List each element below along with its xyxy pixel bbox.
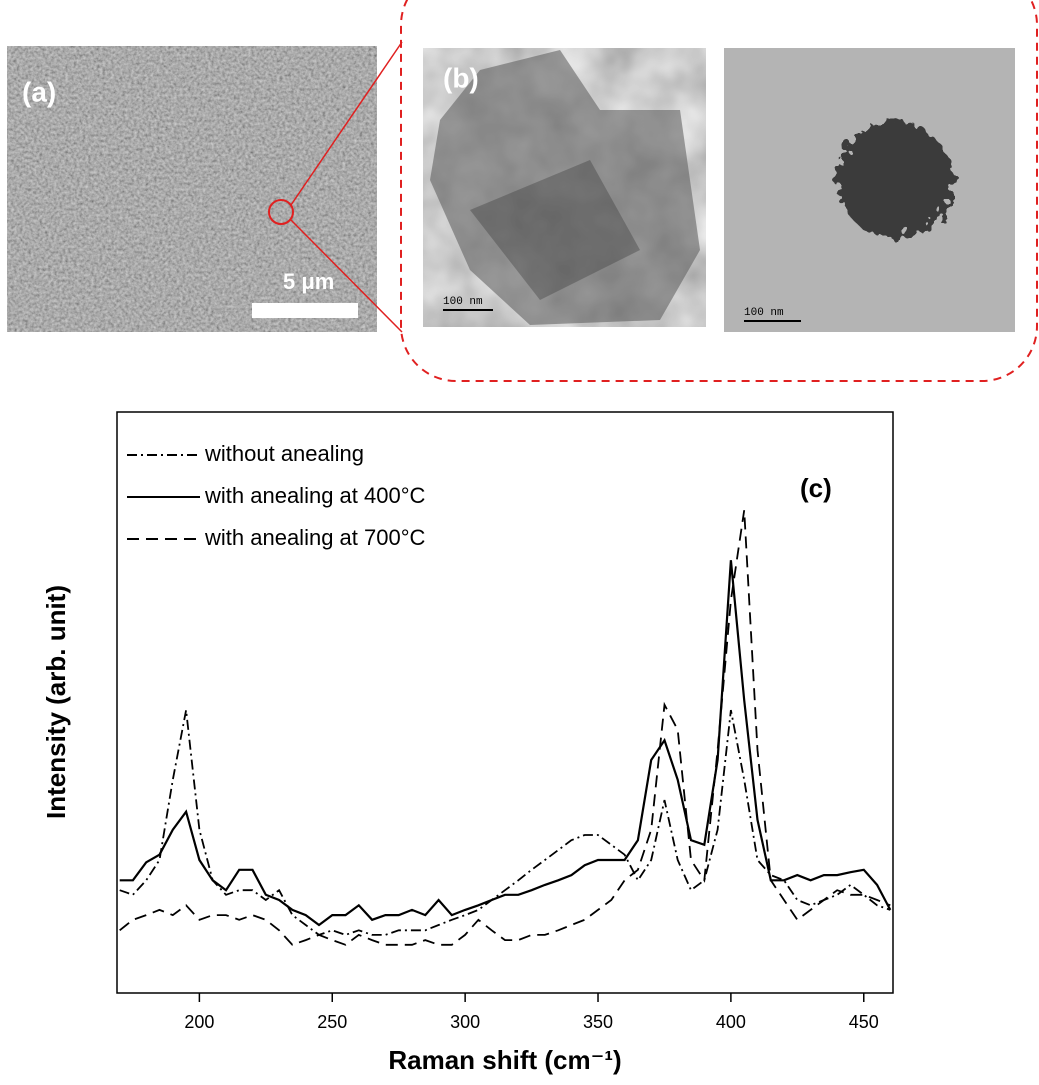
x-tick-label: 250: [317, 1012, 347, 1032]
figure: (a) 5 μm (b) 100 nm 100 nm (c) Raman shi…: [0, 0, 1039, 1080]
scale-text: 5 μm: [283, 269, 334, 294]
x-tick-label: 200: [184, 1012, 214, 1032]
x-tick-label: 400: [716, 1012, 746, 1032]
y-axis-label: Intensity (arb. unit): [41, 585, 71, 819]
panel-label: (a): [22, 76, 56, 107]
scale-text: 100 nm: [744, 307, 784, 319]
series-line: [120, 710, 891, 935]
scale-text: 100 nm: [443, 296, 483, 308]
scale-bar: [252, 303, 358, 318]
x-tick-label: 300: [450, 1012, 480, 1032]
panel-label: (c): [800, 473, 832, 503]
particle: [837, 122, 953, 238]
legend-label: without anealing: [204, 441, 364, 466]
legend-label: with anealing at 700°C: [204, 525, 425, 550]
panel-label: (b): [443, 62, 479, 93]
x-tick-label: 450: [849, 1012, 879, 1032]
x-axis-label: Raman shift (cm⁻¹): [388, 1045, 621, 1075]
series-line: [120, 560, 891, 925]
legend-label: with anealing at 400°C: [204, 483, 425, 508]
x-tick-label: 350: [583, 1012, 613, 1032]
